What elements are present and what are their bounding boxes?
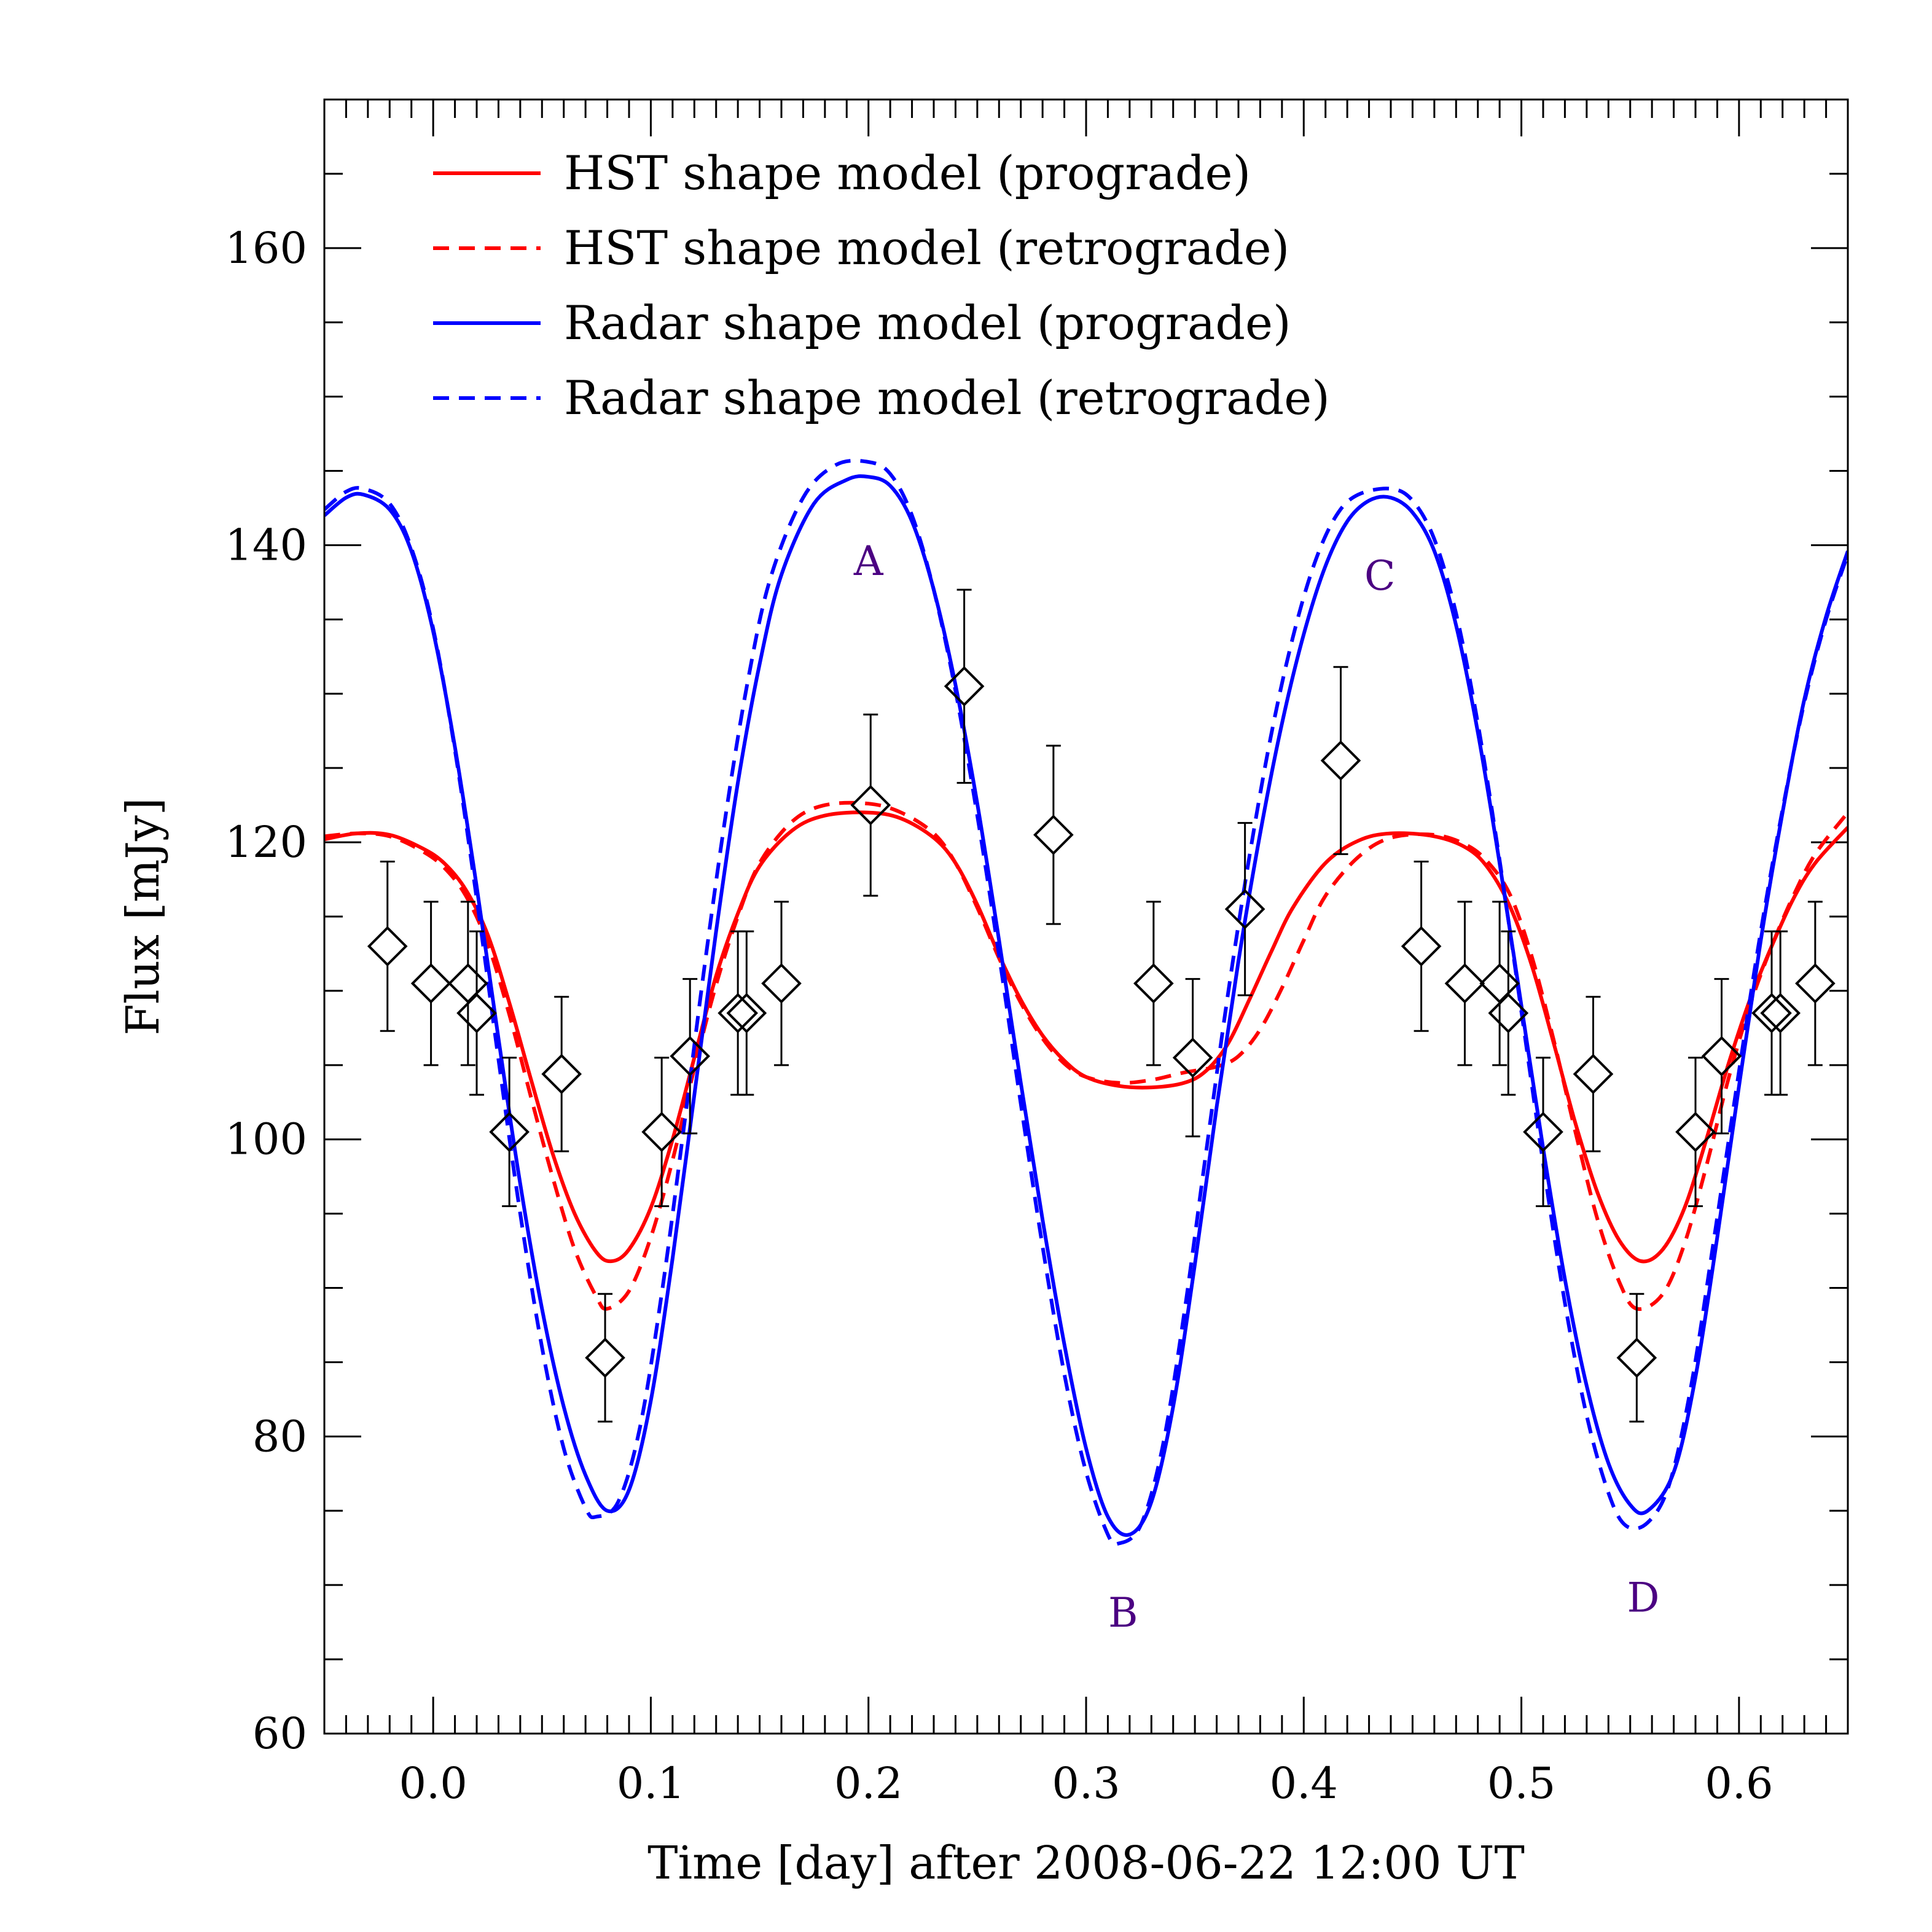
y-tick-label: 80 bbox=[252, 1411, 307, 1461]
diamond-marker bbox=[850, 784, 891, 826]
observation-point bbox=[1224, 822, 1265, 996]
diamond-marker bbox=[1172, 1037, 1213, 1078]
diamond-marker bbox=[1488, 993, 1529, 1034]
x-tick-label: 0.1 bbox=[617, 1758, 685, 1809]
diamond-marker bbox=[726, 993, 767, 1034]
series-line-4 bbox=[324, 458, 1848, 1547]
plot-frame bbox=[323, 98, 1849, 1735]
diamond-marker bbox=[718, 993, 758, 1034]
annotation-label: A bbox=[853, 538, 884, 585]
observation-point bbox=[541, 996, 582, 1152]
diamond-marker bbox=[1573, 1054, 1614, 1095]
x-axis-title: Time [day] after 2008-06-22 12:00 UT bbox=[647, 1837, 1525, 1890]
observation-point bbox=[1795, 901, 1836, 1066]
x-tick-label: 0.2 bbox=[834, 1758, 902, 1809]
diamond-marker bbox=[1523, 1111, 1563, 1152]
diamond-marker bbox=[1701, 1036, 1742, 1077]
observation-point bbox=[1751, 930, 1792, 1096]
diamond-marker bbox=[410, 963, 452, 1004]
annotation-label: C bbox=[1364, 552, 1396, 600]
diamond-marker bbox=[1133, 963, 1174, 1004]
diamond-marker bbox=[1033, 815, 1074, 855]
diamond-marker bbox=[761, 963, 802, 1004]
diamond-marker bbox=[670, 1036, 711, 1077]
observation-point bbox=[761, 901, 802, 1066]
observation-point bbox=[1488, 930, 1529, 1096]
diamond-marker bbox=[1760, 993, 1801, 1034]
diamond-marker bbox=[1320, 740, 1361, 781]
observation-point bbox=[944, 589, 985, 784]
observation-point bbox=[1444, 901, 1485, 1066]
diamond-marker bbox=[1616, 1337, 1657, 1379]
legend: HST shape model (prograde) HST shape mode… bbox=[433, 146, 1330, 425]
x-tick-label: 0.5 bbox=[1487, 1758, 1555, 1809]
y-axis-title: Flux [mJy] bbox=[117, 797, 170, 1035]
model-curves bbox=[324, 458, 1848, 1547]
diamond-marker bbox=[585, 1337, 625, 1379]
annotation-label: D bbox=[1627, 1574, 1660, 1622]
observation-point bbox=[489, 1057, 530, 1208]
diamond-marker bbox=[489, 1111, 530, 1152]
series-line-3 bbox=[324, 474, 1848, 1537]
legend-label: HST shape model (prograde) bbox=[564, 146, 1251, 200]
axis-tick-labels: 0.0 0.1 0.2 0.3 0.4 0.5 0.6 60 80 100 120 140 160 bbox=[225, 223, 1773, 1809]
y-tick-label: 140 bbox=[225, 520, 307, 570]
observation-point bbox=[850, 713, 891, 897]
diamond-marker bbox=[541, 1054, 582, 1095]
legend-label: Radar shape model (prograde) bbox=[564, 295, 1291, 350]
diamond-marker bbox=[1795, 963, 1836, 1004]
diamond-marker bbox=[641, 1111, 682, 1152]
observation-point bbox=[641, 1057, 682, 1208]
x-tick-label: 0.0 bbox=[399, 1758, 467, 1809]
y-tick-label: 120 bbox=[225, 817, 307, 867]
diamond-marker bbox=[1224, 889, 1265, 929]
observation-point bbox=[670, 978, 711, 1135]
diamond-marker bbox=[367, 926, 408, 967]
observation-point bbox=[718, 930, 758, 1096]
y-tick-label: 60 bbox=[252, 1708, 307, 1759]
legend-label: Radar shape model (retrograde) bbox=[564, 370, 1330, 425]
observation-point bbox=[1172, 978, 1213, 1138]
observation-point bbox=[726, 930, 767, 1096]
x-tick-label: 0.3 bbox=[1052, 1758, 1120, 1809]
annotation-label: B bbox=[1108, 1589, 1138, 1637]
series-line-2 bbox=[324, 800, 1848, 1311]
extremum-annotations: A B C D bbox=[853, 538, 1660, 1637]
observation-point bbox=[585, 1293, 625, 1423]
observation-point bbox=[410, 901, 452, 1066]
legend-label: HST shape model (retrograde) bbox=[564, 221, 1289, 275]
observation-point bbox=[1523, 1057, 1563, 1208]
observation-point bbox=[1573, 996, 1614, 1152]
observation-points bbox=[367, 589, 1836, 1423]
observation-point bbox=[1760, 930, 1801, 1096]
x-tick-label: 0.4 bbox=[1270, 1758, 1338, 1809]
diamond-marker bbox=[456, 993, 497, 1034]
diamond-marker bbox=[944, 666, 985, 707]
observation-point bbox=[456, 930, 497, 1096]
observation-point bbox=[1401, 861, 1442, 1032]
observation-point bbox=[1320, 666, 1361, 855]
series-line-1 bbox=[324, 810, 1848, 1264]
x-tick-label: 0.6 bbox=[1705, 1758, 1773, 1809]
diamond-marker bbox=[1675, 1111, 1716, 1152]
observation-point bbox=[1675, 1057, 1716, 1208]
observation-point bbox=[367, 861, 408, 1032]
observation-point bbox=[1033, 745, 1074, 925]
y-tick-label: 160 bbox=[225, 223, 307, 273]
diamond-marker bbox=[1401, 926, 1442, 967]
diamond-marker bbox=[1444, 963, 1485, 1004]
observation-point bbox=[1701, 978, 1742, 1135]
observation-point bbox=[1616, 1293, 1657, 1423]
diamond-marker bbox=[1751, 993, 1792, 1034]
observation-point bbox=[1133, 901, 1174, 1066]
y-tick-label: 100 bbox=[225, 1114, 307, 1165]
